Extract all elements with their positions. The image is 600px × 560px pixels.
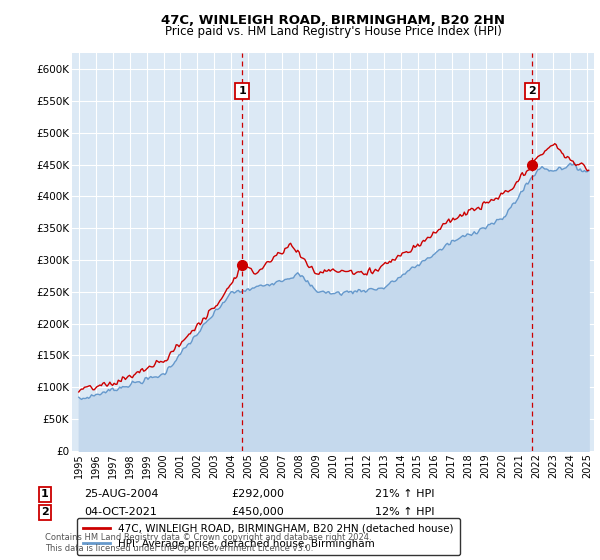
Text: 04-OCT-2021: 04-OCT-2021 [84, 507, 157, 517]
Text: 25-AUG-2004: 25-AUG-2004 [84, 489, 158, 500]
Text: Price paid vs. HM Land Registry's House Price Index (HPI): Price paid vs. HM Land Registry's House … [164, 25, 502, 38]
Text: £450,000: £450,000 [231, 507, 284, 517]
Text: 12% ↑ HPI: 12% ↑ HPI [375, 507, 434, 517]
Text: 21% ↑ HPI: 21% ↑ HPI [375, 489, 434, 500]
Text: £292,000: £292,000 [231, 489, 284, 500]
Text: 47C, WINLEIGH ROAD, BIRMINGHAM, B20 2HN: 47C, WINLEIGH ROAD, BIRMINGHAM, B20 2HN [161, 14, 505, 27]
Legend: 47C, WINLEIGH ROAD, BIRMINGHAM, B20 2HN (detached house), HPI: Average price, de: 47C, WINLEIGH ROAD, BIRMINGHAM, B20 2HN … [77, 517, 460, 556]
Text: Contains HM Land Registry data © Crown copyright and database right 2024.
This d: Contains HM Land Registry data © Crown c… [45, 533, 371, 553]
Text: 1: 1 [41, 489, 49, 500]
Text: 2: 2 [528, 86, 536, 96]
Text: 1: 1 [238, 86, 246, 96]
Text: 2: 2 [41, 507, 49, 517]
